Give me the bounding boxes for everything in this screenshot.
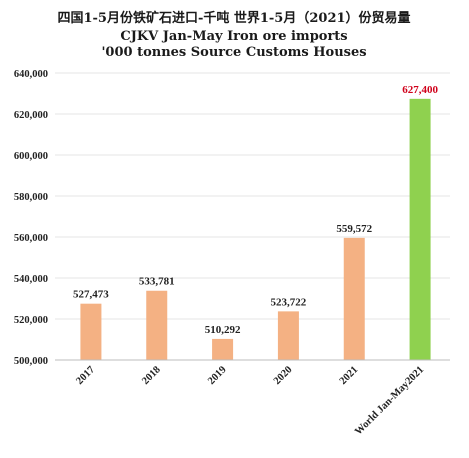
chart-title-english: CJKV Jan-May Iron ore imports bbox=[120, 29, 347, 44]
y-tick-label: 560,000 bbox=[14, 233, 48, 244]
x-tick-label: 2018 bbox=[140, 364, 163, 387]
y-axis-tick-labels: 500,000 520,000 540,000 560,000 580,000 600,0… bbox=[14, 69, 48, 367]
data-label: 527,473 bbox=[73, 289, 109, 301]
x-tick-label: 2020 bbox=[272, 364, 295, 387]
x-tick-label: World Jan-May2021 bbox=[353, 364, 426, 437]
data-label: 533,781 bbox=[139, 276, 175, 288]
bar-2018 bbox=[146, 290, 168, 360]
y-tick-label: 580,000 bbox=[14, 192, 48, 203]
data-label: 627,400 bbox=[402, 84, 438, 96]
bar-2017 bbox=[80, 303, 102, 360]
y-tick-label: 600,000 bbox=[14, 151, 48, 162]
data-label: 559,572 bbox=[336, 223, 372, 235]
chart-subtitle-source: '000 tonnes Source Customs Houses bbox=[101, 45, 366, 60]
chart-title-chinese: 四国1-5月份铁矿石进口-千吨 世界1-5月（2021）份贸易量 bbox=[57, 10, 410, 26]
y-tick-label: 520,000 bbox=[14, 315, 48, 326]
y-tick-label: 640,000 bbox=[14, 69, 48, 80]
data-labels: 527,473 533,781 510,292 523,722 559,572 627,4… bbox=[73, 84, 438, 336]
bar-world-jan-may2021 bbox=[409, 98, 431, 360]
bar-2021 bbox=[343, 237, 365, 360]
gridlines bbox=[55, 72, 450, 361]
x-tick-label: 2017 bbox=[74, 364, 97, 387]
y-tick-label: 620,000 bbox=[14, 110, 48, 121]
bars bbox=[80, 98, 431, 360]
bar-2019 bbox=[212, 338, 234, 360]
y-tick-label: 500,000 bbox=[14, 356, 48, 367]
x-tick-label: 2021 bbox=[338, 364, 361, 387]
y-tick-label: 540,000 bbox=[14, 274, 48, 285]
bar-2020 bbox=[277, 311, 299, 360]
chart-title-block: 四国1-5月份铁矿石进口-千吨 世界1-5月（2021）份贸易量 CJKV Ja… bbox=[57, 10, 410, 60]
x-tick-label: 2019 bbox=[206, 364, 229, 387]
data-label: 510,292 bbox=[205, 324, 241, 336]
data-label: 523,722 bbox=[271, 296, 307, 308]
